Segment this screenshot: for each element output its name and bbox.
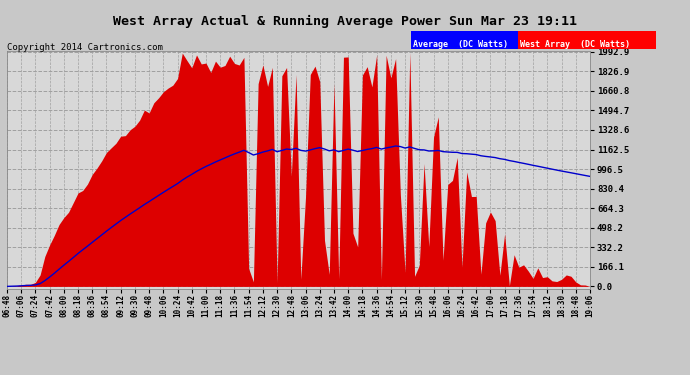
Text: Copyright 2014 Cartronics.com: Copyright 2014 Cartronics.com — [7, 43, 163, 52]
Text: Average  (DC Watts): Average (DC Watts) — [413, 40, 508, 49]
Text: West Array Actual & Running Average Power Sun Mar 23 19:11: West Array Actual & Running Average Powe… — [113, 15, 577, 28]
Text: West Array  (DC Watts): West Array (DC Watts) — [520, 40, 629, 49]
